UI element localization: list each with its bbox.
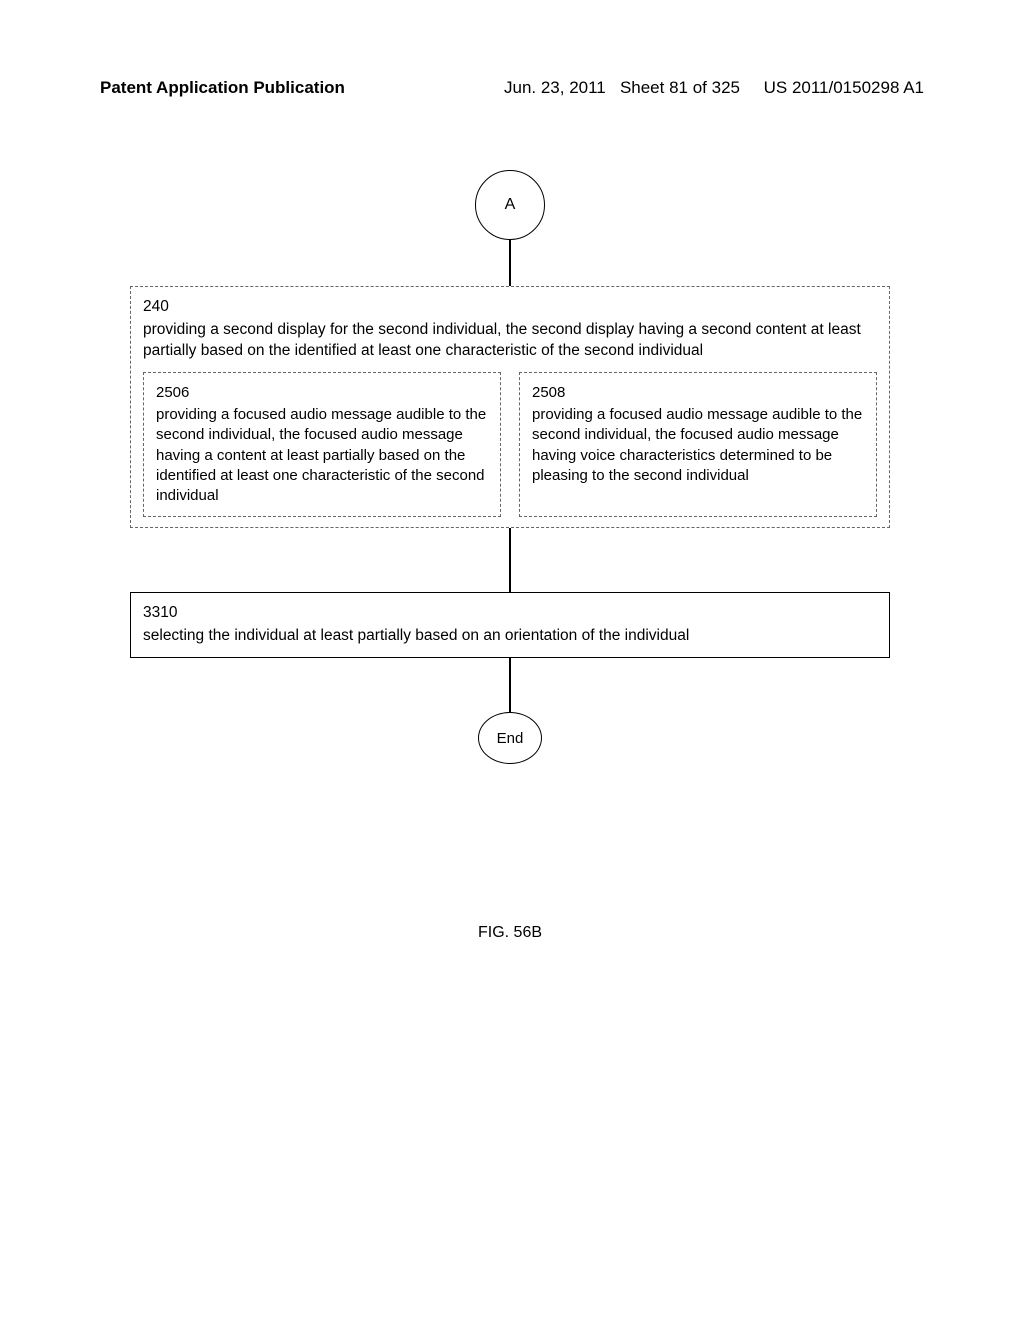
step-text: providing a second display for the secon… [143, 321, 861, 359]
flowchart-line [509, 528, 511, 592]
page-header: Patent Application Publication Jun. 23, … [0, 78, 1024, 98]
sub-steps-row: 2506 providing a focused audio message a… [143, 372, 877, 518]
header-publication-label: Patent Application Publication [100, 78, 345, 98]
step-number: 2506 [156, 383, 488, 403]
flowchart-step-240: 240 providing a second display for the s… [130, 286, 890, 528]
flowchart-container: A 240 providing a second display for the… [130, 170, 890, 942]
header-sheet: Sheet 81 of 325 [620, 78, 740, 97]
header-meta: Jun. 23, 2011 Sheet 81 of 325 US 2011/01… [504, 78, 924, 98]
flowchart-line [509, 658, 511, 712]
terminator-label: End [497, 730, 524, 747]
figure-caption: FIG. 56B [130, 924, 890, 942]
connector-label: A [505, 196, 516, 214]
flowchart-step-2508: 2508 providing a focused audio message a… [519, 372, 877, 518]
header-date: Jun. 23, 2011 [504, 78, 606, 97]
step-number: 3310 [143, 603, 877, 624]
flowchart-step-2506: 2506 providing a focused audio message a… [143, 372, 501, 518]
flowchart-terminator-end: End [478, 712, 542, 764]
step-text: providing a focused audio message audibl… [156, 406, 486, 504]
step-number: 240 [143, 297, 877, 318]
step-text: selecting the individual at least partia… [143, 627, 689, 644]
step-number: 2508 [532, 383, 864, 403]
flowchart-line [509, 240, 511, 286]
header-pub-id: US 2011/0150298 A1 [764, 78, 924, 97]
step-text: providing a focused audio message audibl… [532, 406, 862, 484]
flowchart-step-3310: 3310 selecting the individual at least p… [130, 592, 890, 658]
flowchart-connector-a: A [475, 170, 545, 240]
